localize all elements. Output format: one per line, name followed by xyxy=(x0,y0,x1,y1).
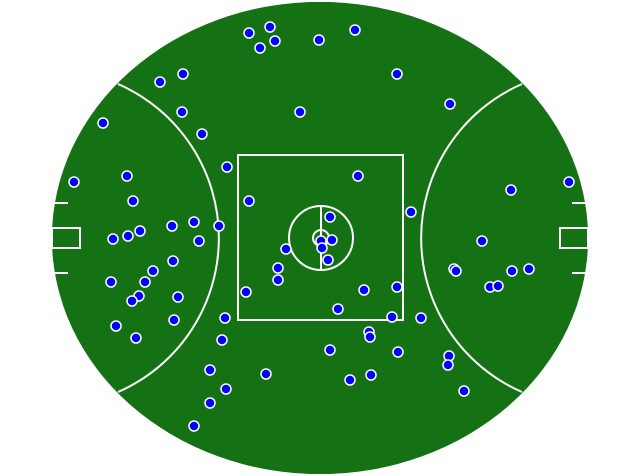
points xyxy=(68,21,575,432)
point xyxy=(442,359,454,371)
point xyxy=(213,220,225,232)
point xyxy=(324,211,336,223)
point xyxy=(386,311,398,323)
point xyxy=(126,295,138,307)
point xyxy=(147,265,159,277)
point xyxy=(322,254,334,266)
point xyxy=(344,374,356,386)
point xyxy=(280,243,292,255)
field-lines xyxy=(51,83,589,393)
point xyxy=(364,331,376,343)
point xyxy=(172,291,184,303)
point xyxy=(391,68,403,80)
point xyxy=(458,385,470,397)
point xyxy=(269,35,281,47)
point xyxy=(444,98,456,110)
point xyxy=(139,276,151,288)
point xyxy=(272,274,284,286)
point xyxy=(523,263,535,275)
point xyxy=(130,332,142,344)
point xyxy=(176,106,188,118)
point xyxy=(216,334,228,346)
point xyxy=(450,265,462,277)
point xyxy=(349,24,361,36)
point xyxy=(405,206,417,218)
point xyxy=(196,128,208,140)
point xyxy=(476,235,488,247)
point xyxy=(220,383,232,395)
point xyxy=(105,276,117,288)
point xyxy=(264,21,276,33)
point xyxy=(107,233,119,245)
point xyxy=(272,262,284,274)
point xyxy=(122,230,134,242)
point xyxy=(166,220,178,232)
point xyxy=(243,27,255,39)
point xyxy=(391,281,403,293)
point xyxy=(260,368,272,380)
point xyxy=(492,280,504,292)
point xyxy=(204,364,216,376)
point xyxy=(352,170,364,182)
point xyxy=(134,225,146,237)
point xyxy=(68,176,80,188)
point xyxy=(254,42,266,54)
point xyxy=(563,176,575,188)
point xyxy=(177,68,189,80)
point xyxy=(365,369,377,381)
point xyxy=(294,106,306,118)
point xyxy=(188,216,200,228)
point xyxy=(392,346,404,358)
point xyxy=(415,312,427,324)
point xyxy=(506,265,518,277)
point xyxy=(97,117,109,129)
point xyxy=(154,76,166,88)
point xyxy=(193,235,205,247)
point xyxy=(110,320,122,332)
point xyxy=(240,286,252,298)
point xyxy=(313,34,325,46)
point xyxy=(121,170,133,182)
point xyxy=(219,312,231,324)
point xyxy=(188,420,200,432)
point xyxy=(316,242,328,254)
point xyxy=(167,255,179,267)
point xyxy=(505,184,517,196)
point xyxy=(326,234,338,246)
point xyxy=(332,303,344,315)
point xyxy=(127,195,139,207)
point xyxy=(168,314,180,326)
point xyxy=(324,344,336,356)
point xyxy=(221,161,233,173)
point xyxy=(358,284,370,296)
point xyxy=(204,397,216,409)
point xyxy=(243,195,255,207)
